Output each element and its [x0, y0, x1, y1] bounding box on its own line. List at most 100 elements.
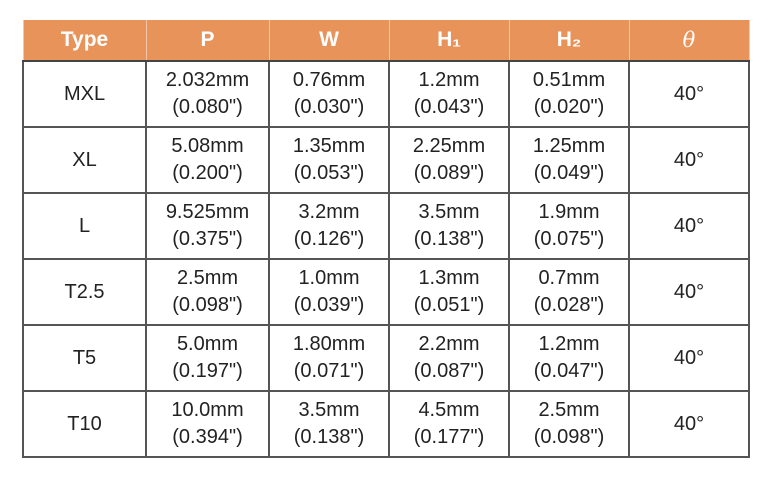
cell-line: 40°: [673, 82, 705, 105]
cell-line: 2.2mm: [418, 333, 480, 355]
table-row: MXL 2.032mm (0.080") 0.76mm (0.030") 1.2mm (0.…: [22, 60, 750, 128]
cell-line: 0.7mm: [538, 267, 600, 289]
type-cell: T5: [22, 324, 147, 392]
header-cell: H₁: [388, 20, 510, 62]
table-row: T2.5 2.5mm (0.098") 1.0mm (0.039") 1.3mm (0.05…: [22, 258, 750, 326]
header-cell: θ: [628, 20, 750, 62]
value-cell: 1.9mm (0.075"): [508, 192, 630, 260]
header-cell: W: [268, 20, 390, 62]
table-container: Type P W H₁ H₂ θ MXL 2.032mm (0.080") 0.76mm (0.0…: [22, 20, 750, 458]
header-cell: Type: [22, 20, 147, 62]
cell-line: 2.5mm: [176, 267, 239, 289]
cell-line: (0.138"): [413, 228, 485, 250]
value-cell: 1.2mm (0.047"): [508, 324, 630, 392]
cell-line: (0.053"): [293, 162, 365, 184]
cell-line: (0.020"): [533, 96, 605, 118]
table-row: T5 5.0mm (0.197") 1.80mm (0.071") 2.2mm (0.087…: [22, 324, 750, 392]
cell-line: 1.35mm: [292, 135, 366, 157]
cell-line: (0.394"): [172, 426, 243, 448]
cell-line: 2.25mm: [412, 135, 486, 157]
value-cell: 2.25mm (0.089"): [388, 126, 510, 194]
cell-line: 10.0mm: [171, 399, 244, 421]
belt-table: Type P W H₁ H₂ θ MXL 2.032mm (0.080") 0.76mm (0.0…: [22, 20, 750, 458]
value-cell: 3.5mm (0.138"): [268, 390, 390, 458]
cell-line: 1.0mm: [298, 267, 360, 289]
cell-line: (0.177"): [413, 426, 485, 448]
value-cell: 40°: [628, 60, 750, 128]
header-cell: H₂: [508, 20, 630, 62]
cell-line: (0.049"): [533, 162, 605, 184]
value-cell: 40°: [628, 126, 750, 194]
value-cell: 3.5mm (0.138"): [388, 192, 510, 260]
cell-line: (0.075"): [533, 228, 605, 250]
cell-line: 1.2mm: [538, 333, 600, 355]
type-cell: MXL: [22, 60, 147, 128]
value-cell: 9.525mm (0.375"): [145, 192, 270, 260]
value-cell: 2.5mm (0.098"): [508, 390, 630, 458]
cell-line: 0.51mm: [532, 69, 606, 91]
value-cell: 1.35mm (0.053"): [268, 126, 390, 194]
value-cell: 40°: [628, 324, 750, 392]
value-cell: 5.08mm (0.200"): [145, 126, 270, 194]
cell-line: 1.9mm: [538, 201, 600, 223]
cell-line: 3.2mm: [298, 201, 360, 223]
cell-line: (0.098"): [172, 294, 243, 316]
table-body: MXL 2.032mm (0.080") 0.76mm (0.030") 1.2mm (0.…: [22, 60, 750, 458]
cell-line: 1.3mm: [418, 267, 480, 289]
cell-line: 1.25mm: [532, 135, 606, 157]
cell-line: 0.76mm: [292, 69, 366, 91]
cell-line: 5.08mm: [171, 135, 244, 157]
cell-line: 1.2mm: [418, 69, 480, 91]
value-cell: 2.5mm (0.098"): [145, 258, 270, 326]
cell-line: (0.051"): [413, 294, 485, 316]
cell-line: (0.126"): [293, 228, 365, 250]
type-cell: L: [22, 192, 147, 260]
cell-line: 40°: [673, 280, 705, 303]
cell-line: 9.525mm: [165, 201, 250, 223]
table-row: XL 5.08mm (0.200") 1.35mm (0.053") 2.25mm (0.0…: [22, 126, 750, 194]
cell-line: 40°: [673, 214, 705, 237]
value-cell: 0.76mm (0.030"): [268, 60, 390, 128]
header-cell: P: [145, 20, 270, 62]
cell-line: (0.138"): [293, 426, 365, 448]
cell-line: 40°: [673, 412, 705, 435]
value-cell: 1.0mm (0.039"): [268, 258, 390, 326]
cell-line: 3.5mm: [298, 399, 360, 421]
value-cell: 10.0mm (0.394"): [145, 390, 270, 458]
type-cell: T2.5: [22, 258, 147, 326]
cell-line: 3.5mm: [418, 201, 480, 223]
value-cell: 0.7mm (0.028"): [508, 258, 630, 326]
table-row: L 9.525mm (0.375") 3.2mm (0.126") 3.5mm (0.138…: [22, 192, 750, 260]
cell-line: (0.089"): [413, 162, 485, 184]
value-cell: 40°: [628, 258, 750, 326]
cell-line: (0.043"): [413, 96, 485, 118]
value-cell: 1.3mm (0.051"): [388, 258, 510, 326]
value-cell: 3.2mm (0.126"): [268, 192, 390, 260]
cell-line: 1.80mm: [292, 333, 366, 355]
value-cell: 0.51mm (0.020"): [508, 60, 630, 128]
cell-line: (0.087"): [413, 360, 485, 382]
cell-line: 40°: [673, 148, 705, 171]
cell-line: (0.375"): [172, 228, 243, 250]
table-row: T10 10.0mm (0.394") 3.5mm (0.138") 4.5mm (0.17…: [22, 390, 750, 458]
cell-line: (0.030"): [293, 96, 365, 118]
cell-line: (0.071"): [293, 360, 365, 382]
value-cell: 2.2mm (0.087"): [388, 324, 510, 392]
cell-line: 4.5mm: [418, 399, 480, 421]
cell-line: (0.080"): [172, 96, 243, 118]
type-cell: T10: [22, 390, 147, 458]
cell-line: 5.0mm: [176, 333, 239, 355]
type-cell: XL: [22, 126, 147, 194]
cell-line: (0.028"): [533, 294, 605, 316]
cell-line: (0.200"): [172, 162, 243, 184]
cell-line: (0.197"): [172, 360, 243, 382]
value-cell: 1.2mm (0.043"): [388, 60, 510, 128]
value-cell: 40°: [628, 192, 750, 260]
value-cell: 40°: [628, 390, 750, 458]
value-cell: 5.0mm (0.197"): [145, 324, 270, 392]
value-cell: 1.80mm (0.071"): [268, 324, 390, 392]
cell-line: (0.047"): [533, 360, 605, 382]
cell-line: (0.098"): [533, 426, 605, 448]
value-cell: 2.032mm (0.080"): [145, 60, 270, 128]
cell-line: 40°: [673, 346, 705, 369]
